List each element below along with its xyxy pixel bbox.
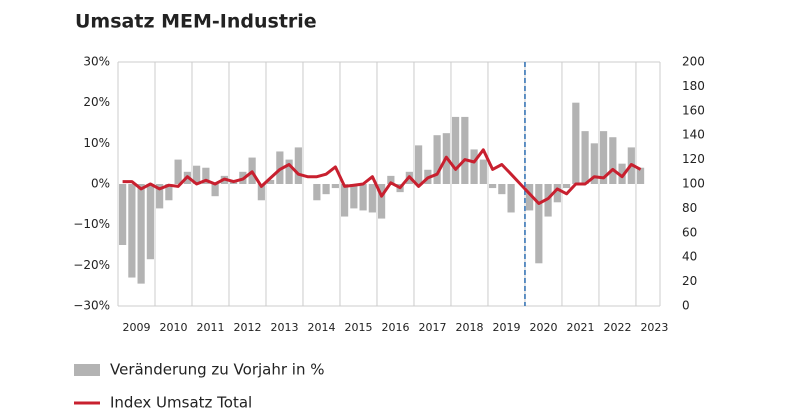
bar [368,184,376,213]
y2-tick-label: 200 [682,55,705,69]
line [122,148,642,205]
bar [498,184,506,195]
bar [535,184,543,264]
y-tick-label: 0% [91,177,110,191]
y-tick-label: −10% [73,217,110,231]
bar [211,184,219,197]
y2-tick-label: 100 [682,177,705,191]
bar [636,167,645,184]
bar [451,116,460,184]
x-tick-label: 2010 [159,321,187,334]
bar [257,184,265,201]
x-tick-label: 2013 [270,321,298,334]
x-tick-label: 2011 [196,321,224,334]
bar [562,184,571,189]
bar [479,159,487,184]
bar [387,175,395,184]
bar [174,159,182,184]
bar [156,184,164,209]
x-tick-label: 2018 [455,321,483,334]
y2-tick-label: 0 [682,299,690,313]
x-tick-label: 2022 [603,321,631,334]
bar [590,143,598,184]
bar [119,184,127,245]
bar [128,184,136,278]
y2-tick-label: 180 [682,79,705,93]
bar [359,184,367,211]
bar [165,184,173,201]
bar [193,165,201,184]
bar [609,137,617,184]
x-tick-label: 2016 [381,321,409,334]
bar [313,184,321,201]
x-tick-label: 2023 [640,321,668,334]
y2-tick-label: 140 [682,128,705,142]
x-tick-label: 2019 [492,321,520,334]
y2-tick-label: 120 [682,152,705,166]
bar [488,184,497,189]
bar [137,184,145,284]
y-tick-label: 20% [83,95,110,109]
legend-swatch [74,364,100,376]
bar [350,184,358,209]
x-tick-label: 2009 [122,321,150,334]
y2-tick-label: 60 [682,225,697,239]
bar [331,184,339,189]
x-tick-label: 2021 [566,321,594,334]
bar [322,184,330,195]
y-tick-label: 30% [83,55,110,69]
bar [572,102,580,184]
bar [470,149,478,184]
bar [378,184,386,219]
y2-tick-label: 20 [682,274,697,288]
y2-tick-label: 80 [682,201,697,215]
bar [294,147,302,184]
bar [202,167,210,184]
y-tick-label: 10% [83,136,110,150]
bar [581,131,589,184]
y-tick-label: −30% [73,299,110,313]
bar [341,184,349,217]
bar [553,184,561,203]
bar [267,179,275,184]
legend-label: Veränderung zu Vorjahr in % [110,361,325,379]
bar [414,145,423,184]
x-tick-label: 2020 [529,321,557,334]
x-tick-label: 2014 [307,321,335,334]
bar [599,131,608,184]
bar [433,135,441,184]
bar [507,184,515,213]
y2-tick-label: 40 [682,250,697,264]
bar [525,184,534,211]
legend-label: Index Umsatz Total [110,394,252,412]
x-tick-label: 2015 [344,321,372,334]
bar [285,159,293,184]
x-tick-label: 2012 [233,321,261,334]
bar [146,184,154,260]
y2-tick-label: 160 [682,103,705,117]
bar [618,163,626,184]
chart-title: Umsatz MEM-Industrie [75,11,317,33]
x-tick-label: 2017 [418,321,446,334]
y-tick-label: −20% [73,258,110,272]
bar [461,116,469,184]
